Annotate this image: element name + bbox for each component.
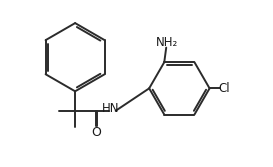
Text: NH₂: NH₂ <box>156 36 178 49</box>
Text: Cl: Cl <box>218 82 230 95</box>
Text: HN: HN <box>102 102 119 115</box>
Text: O: O <box>91 126 101 139</box>
